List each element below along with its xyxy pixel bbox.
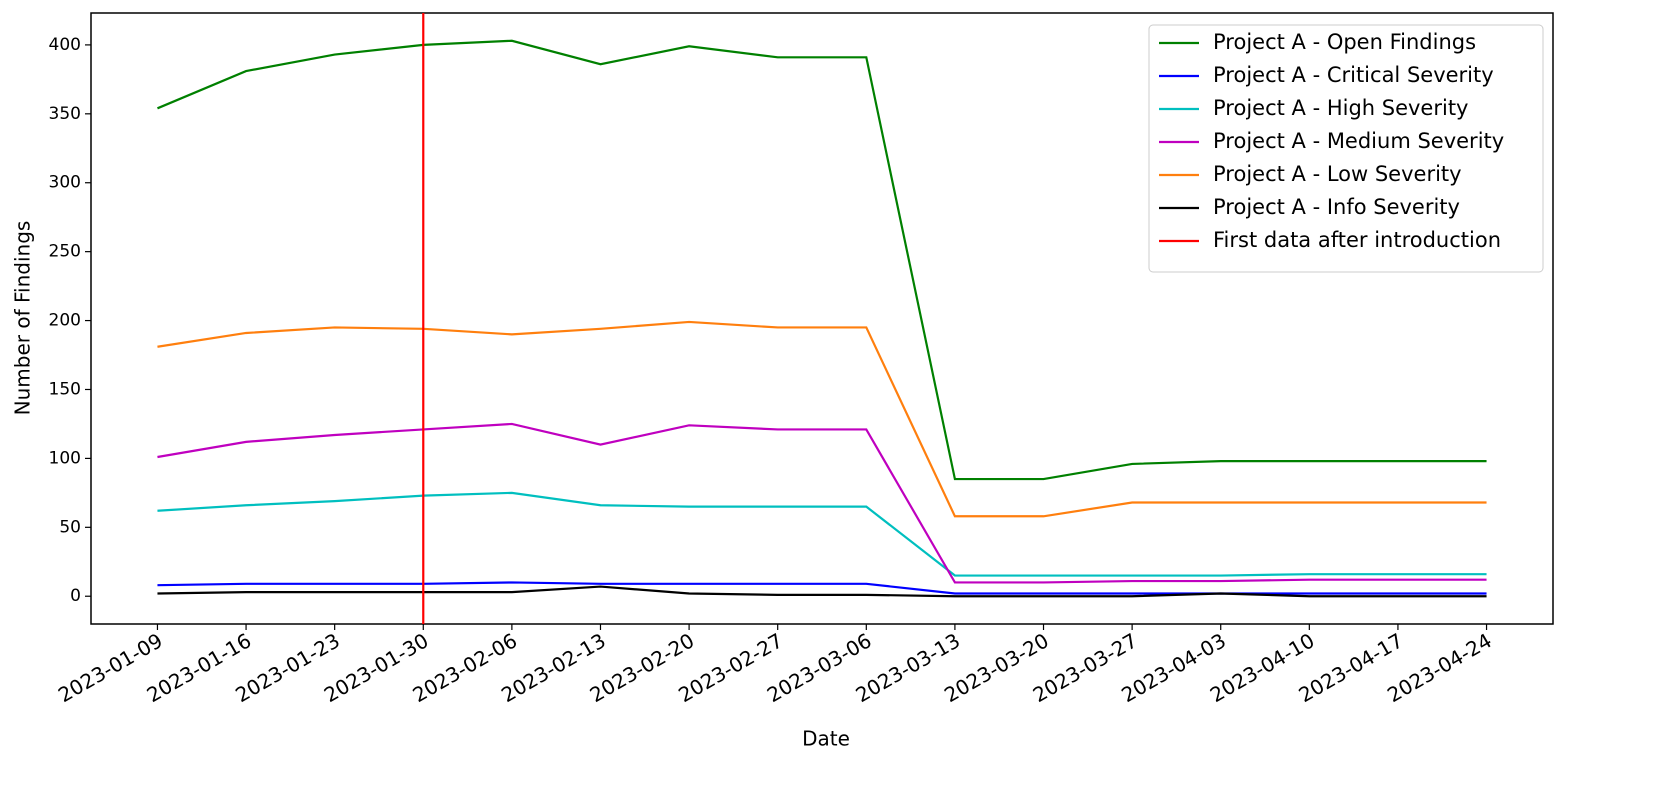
legend-label: Project A - High Severity bbox=[1213, 96, 1469, 120]
y-tick-label: 200 bbox=[49, 311, 81, 331]
legend-label: Project A - Open Findings bbox=[1213, 30, 1476, 54]
series-line bbox=[157, 39, 1487, 481]
legend-label: Project A - Medium Severity bbox=[1213, 129, 1504, 153]
series-line bbox=[157, 581, 1487, 595]
legend-label: Project A - Info Severity bbox=[1213, 195, 1460, 219]
legend-label: Project A - Critical Severity bbox=[1213, 63, 1494, 87]
series-line bbox=[157, 491, 1487, 577]
y-tick-label: 100 bbox=[49, 448, 81, 468]
series-line bbox=[157, 585, 1487, 598]
y-tick-label: 400 bbox=[49, 35, 81, 55]
y-tick-label: 0 bbox=[70, 586, 81, 606]
legend-label: First data after introduction bbox=[1213, 228, 1501, 252]
y-tick-label: 300 bbox=[49, 173, 81, 193]
series-line bbox=[157, 320, 1487, 518]
y-tick-label: 150 bbox=[49, 379, 81, 399]
y-tick-label: 50 bbox=[59, 517, 81, 537]
y-tick-label: 250 bbox=[49, 242, 81, 262]
legend-box bbox=[1148, 24, 1544, 273]
plot-frame bbox=[90, 12, 1554, 625]
legend-label: Project A - Low Severity bbox=[1213, 162, 1462, 186]
y-tick-label: 350 bbox=[49, 104, 81, 124]
series-line bbox=[157, 422, 1487, 584]
y-axis-label: Number of Findings bbox=[11, 221, 35, 416]
x-axis-label: Date bbox=[802, 727, 850, 751]
